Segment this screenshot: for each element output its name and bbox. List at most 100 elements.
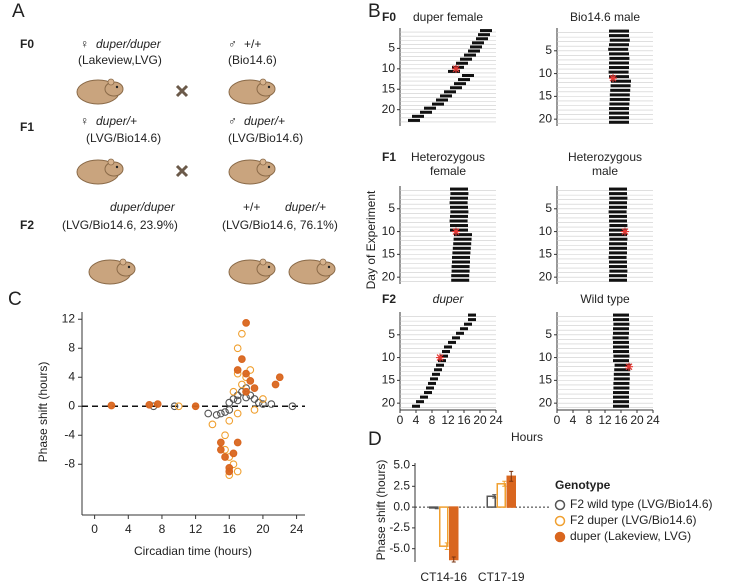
activity-bout — [450, 214, 468, 218]
y-tick-label: 8 — [68, 340, 75, 354]
data-point — [216, 409, 225, 418]
activity-bout — [452, 255, 470, 259]
hamster — [88, 258, 136, 285]
strain: (LVG/Bio14.6) — [86, 131, 161, 145]
error-bar — [492, 494, 497, 499]
activity-bout — [450, 86, 462, 90]
genotype: duper/duper — [96, 37, 162, 51]
x-axis-label: Hours — [511, 430, 543, 444]
y-tick-label: 5 — [545, 327, 552, 341]
y-tick-label: 10 — [539, 66, 553, 80]
activity-bout — [470, 45, 482, 49]
data-point — [233, 366, 242, 374]
plot-title: duper female — [413, 10, 483, 24]
activity-bout — [452, 246, 471, 250]
activity-bout — [609, 34, 629, 38]
activity-bout — [438, 359, 446, 363]
hamster — [288, 258, 336, 285]
activity-bout — [613, 381, 630, 385]
x-tick-label: 20 — [630, 413, 644, 427]
activity-bout — [613, 354, 630, 358]
activity-bout — [611, 79, 631, 83]
activity-bout — [609, 61, 629, 65]
activity-bout — [449, 219, 468, 223]
bar — [439, 506, 449, 547]
activity-bout — [451, 265, 470, 269]
activity-bout — [609, 233, 627, 237]
strain: (Bio14.6) — [228, 53, 277, 67]
activity-bout — [453, 237, 472, 241]
x-tick-label: 24 — [489, 413, 503, 427]
data-point — [216, 438, 225, 447]
activity-bout — [436, 98, 448, 102]
activity-bout — [614, 363, 631, 367]
activity-bout — [424, 106, 436, 110]
data-point — [246, 377, 255, 385]
activity-bout — [613, 340, 629, 344]
activity-bout — [468, 49, 480, 53]
activity-bout — [614, 368, 631, 372]
activity-bout — [440, 94, 452, 98]
generation-label: F1 — [20, 120, 34, 134]
y-tick-label: 15 — [539, 247, 553, 261]
panel-label: C — [8, 289, 22, 310]
error-bar — [451, 556, 456, 563]
activity-bout — [426, 386, 434, 390]
activity-bout — [613, 404, 629, 408]
y-tick-label: -8 — [64, 456, 75, 470]
x-tick-label: 8 — [429, 413, 436, 427]
activity-bout — [609, 265, 627, 269]
activity-bout — [609, 66, 629, 70]
activity-bout — [613, 400, 629, 404]
activity-bout — [609, 205, 627, 209]
strain: (Lakeview,LVG) — [78, 53, 162, 67]
activity-bout — [609, 107, 629, 111]
activity-bout — [468, 318, 476, 322]
y-tick-label: 15 — [382, 247, 396, 261]
data-point — [233, 409, 242, 418]
data-point — [145, 400, 154, 409]
activity-bout — [609, 196, 628, 200]
data-point — [233, 396, 242, 405]
legend-label: F2 wild type (LVG/Bio14.6) — [570, 497, 713, 511]
activity-bout — [609, 102, 630, 106]
y-tick-label: 5 — [388, 327, 395, 341]
data-point — [259, 395, 267, 403]
x-tick-label: 8 — [159, 522, 166, 536]
strain: (LVG/Bio14.6) — [228, 131, 303, 145]
activity-bout — [612, 336, 629, 340]
activity-bout — [464, 322, 472, 326]
activity-bout — [608, 47, 629, 51]
activity-bout — [432, 372, 440, 376]
light-pulse — [609, 74, 617, 83]
activity-bout — [610, 84, 631, 88]
data-point — [250, 406, 259, 414]
data-point — [107, 401, 116, 410]
activity-bout — [609, 260, 627, 264]
x-tick-label: 12 — [441, 413, 455, 427]
activity-bout — [609, 75, 629, 79]
activity-bout — [468, 313, 476, 317]
y-tick-label: 2.5 — [393, 478, 410, 492]
error-bar — [434, 506, 439, 510]
legend-label: F2 duper (LVG/Bio14.6) — [570, 513, 697, 527]
activity-bout — [458, 78, 470, 82]
y-tick-label: 10 — [539, 350, 553, 364]
legend-marker — [554, 499, 566, 511]
data-point — [267, 400, 276, 408]
activity-bout — [613, 395, 629, 399]
activity-bout — [609, 242, 627, 246]
activity-bout — [448, 340, 456, 344]
light-pulse — [436, 353, 444, 362]
activity-bout — [453, 242, 472, 246]
genotype: duper/+ — [96, 114, 137, 128]
activity-bout — [444, 90, 456, 94]
y-axis-label: Phase shift (hours) — [374, 460, 388, 561]
genotype: +/+ — [243, 200, 260, 214]
activity-bout — [478, 33, 490, 37]
x-tick-label: 20 — [473, 413, 487, 427]
data-point — [288, 402, 297, 411]
data-point — [242, 369, 250, 378]
data-point — [250, 384, 259, 392]
